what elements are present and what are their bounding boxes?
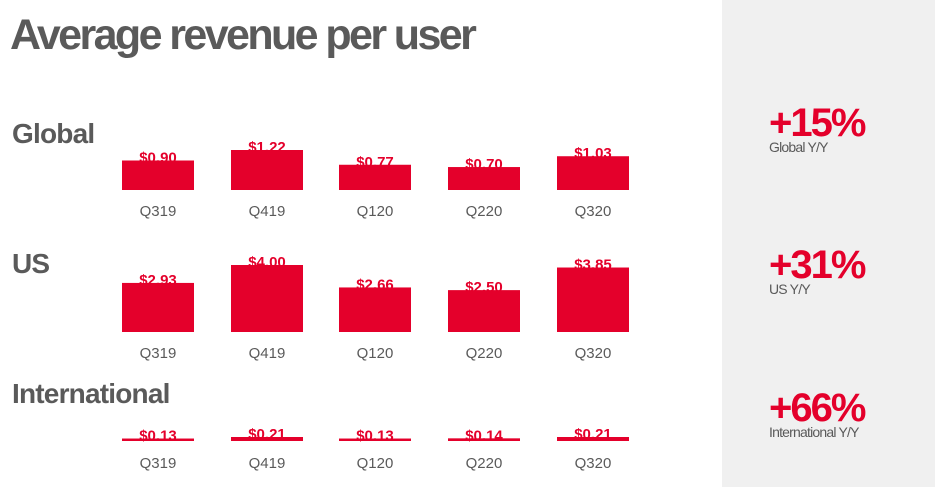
data-label-us-q220: $2.50 [465, 279, 503, 296]
tick-label-international-q120: Q120 [357, 455, 394, 472]
data-label-international-q120: $0.13 [356, 428, 394, 445]
stat-us-value: +31% [769, 243, 866, 287]
tick-label-global-q419: Q419 [249, 203, 286, 220]
bar-international-q220 [448, 438, 520, 441]
data-label-international-q419: $0.21 [248, 426, 286, 443]
stat-international-label: International Y/Y [769, 424, 859, 440]
tick-label-international-q319: Q319 [140, 455, 177, 472]
page-title: Average revenue per user [10, 11, 477, 59]
bar-us-q120 [339, 287, 411, 332]
data-label-us-q319: $2.93 [139, 272, 177, 289]
bar-us-q320 [557, 267, 629, 332]
stat-us-label: US Y/Y [769, 281, 811, 297]
bar-international-q320 [557, 437, 629, 441]
bar-international-q419 [231, 437, 303, 441]
tick-label-us-q320: Q320 [575, 345, 612, 362]
tick-label-us-q419: Q419 [249, 345, 286, 362]
data-label-international-q320: $0.21 [574, 426, 612, 443]
bar-global-q419 [231, 150, 303, 190]
bar-us-q220 [448, 290, 520, 332]
data-label-us-q120: $2.66 [356, 276, 394, 293]
data-label-global-q120: $0.77 [356, 154, 394, 171]
yoy-sidebar: +15% Global Y/Y +31% US Y/Y +66% Interna… [722, 0, 935, 487]
data-label-global-q220: $0.70 [465, 156, 503, 173]
tick-label-us-q120: Q120 [357, 345, 394, 362]
chart-us: $2.93 Q319 $4.00 Q419 $2.66 Q120 $2.50 Q220 $3.8… [122, 254, 629, 362]
bar-us-q419 [231, 265, 303, 332]
bar-global-q320 [557, 156, 629, 190]
stat-global-value: +15% [769, 101, 866, 145]
tick-label-us-q220: Q220 [466, 345, 503, 362]
data-label-international-q220: $0.14 [465, 427, 503, 444]
bar-international-q120 [339, 438, 411, 441]
tick-label-international-q220: Q220 [466, 455, 503, 472]
stat-international-value: +66% [769, 386, 866, 430]
tick-label-international-q320: Q320 [575, 455, 612, 472]
tick-label-global-q320: Q320 [575, 203, 612, 220]
data-label-global-q319: $0.90 [139, 149, 177, 166]
data-label-international-q319: $0.13 [139, 428, 177, 445]
data-label-us-q320: $3.85 [574, 257, 612, 274]
stat-international: +66% International Y/Y [769, 386, 866, 440]
tick-label-global-q220: Q220 [466, 203, 503, 220]
bar-us-q319 [122, 282, 194, 332]
section-label-international: International [12, 378, 170, 409]
bar-global-q319 [122, 160, 194, 190]
stat-global: +15% Global Y/Y [769, 101, 866, 155]
chart-global: $0.90 Q319 $1.22 Q419 $0.77 Q120 $0.70 Q220 $1.0… [122, 139, 629, 220]
data-label-global-q419: $1.22 [248, 139, 286, 156]
stat-global-label: Global Y/Y [769, 139, 828, 155]
tick-label-global-q120: Q120 [357, 203, 394, 220]
bar-global-q220 [448, 167, 520, 190]
data-label-us-q419: $4.00 [248, 254, 286, 271]
bar-global-q120 [339, 164, 411, 190]
tick-label-global-q319: Q319 [140, 203, 177, 220]
tick-label-us-q319: Q319 [140, 345, 177, 362]
data-label-global-q320: $1.03 [574, 145, 612, 162]
bar-international-q319 [122, 438, 194, 441]
arpu-charts: $0.90 Q319 $1.22 Q419 $0.77 Q120 $0.70 Q220 $1.0… [122, 139, 629, 472]
stat-us: +31% US Y/Y [769, 243, 866, 297]
chart-international: $0.13 Q319 $0.21 Q419 $0.13 Q120 $0.14 Q220 $0.2… [122, 426, 629, 472]
section-label-us: US [12, 248, 50, 279]
tick-label-international-q419: Q419 [249, 455, 286, 472]
section-label-global: Global [12, 118, 95, 149]
